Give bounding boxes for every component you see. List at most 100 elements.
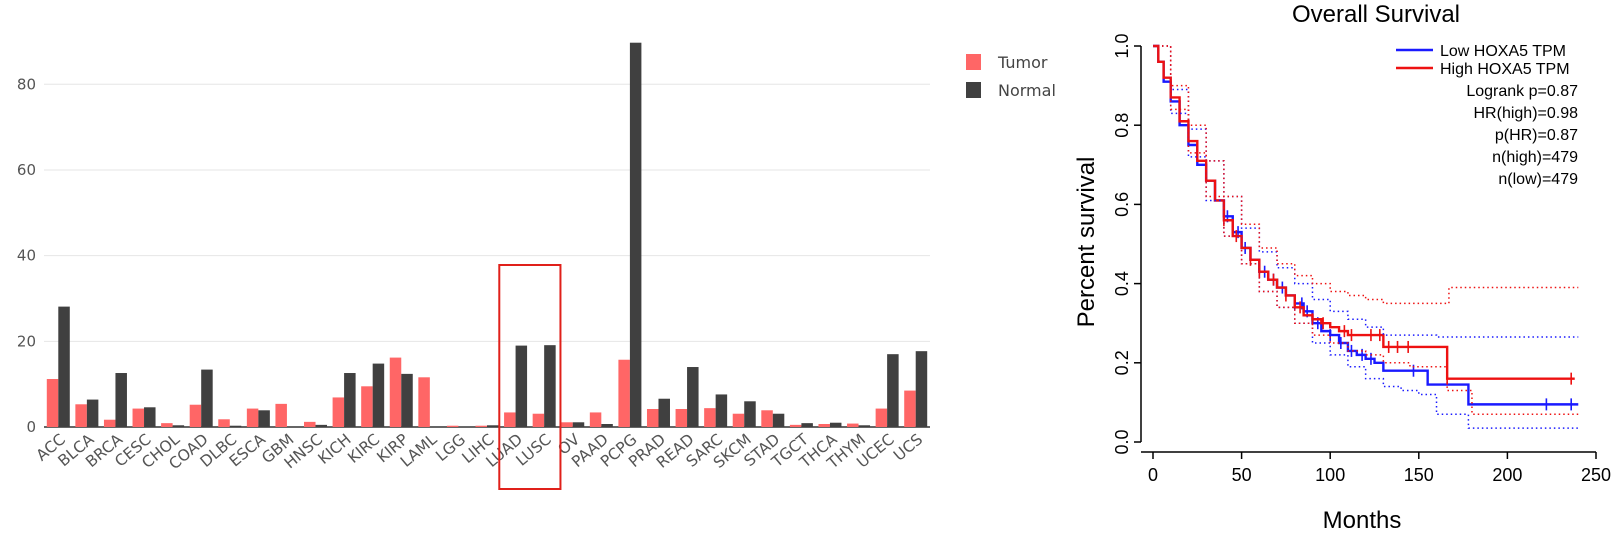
stat-n-low: n(low)=479 <box>1498 171 1578 188</box>
km-x-tick-label: 200 <box>1492 465 1522 485</box>
bar-tumor-tgct <box>789 424 802 427</box>
bar-normal-acc <box>58 306 70 427</box>
bar-tumor-cesc <box>132 408 145 427</box>
km-y-tick-label: 1.0 <box>1112 33 1132 58</box>
legend-swatch-tumor <box>966 54 981 70</box>
bar-tumor-pcpg <box>618 359 630 427</box>
km-y-axis-label: Percent survival <box>1073 157 1100 328</box>
bar-tumor-stad <box>761 410 773 427</box>
stat-hr: HR(high)=0.98 <box>1474 105 1579 122</box>
bar-tumor-lihc <box>475 425 487 427</box>
bar-tumor-thym <box>847 423 859 427</box>
bar-tumor-acc <box>46 379 59 427</box>
survival-chart: Overall Survival Months Percent survival… <box>1073 1 1611 534</box>
y-tick-label: 60 <box>17 161 36 179</box>
km-title: Overall Survival <box>1292 1 1460 28</box>
bar-tumor-prad <box>646 409 659 427</box>
km-y-tick-label: 0.0 <box>1112 429 1132 454</box>
km-x-tick-label: 50 <box>1232 465 1252 485</box>
km-x-tick-label: 150 <box>1404 465 1434 485</box>
bar-tumor-ucec <box>875 408 888 427</box>
bar-normal-prad <box>658 398 670 427</box>
bar-normal-chol <box>172 425 185 427</box>
bar-tumor-luad <box>504 412 516 427</box>
ci-band-line <box>1153 45 1579 338</box>
legend-label-normal: Normal <box>998 81 1056 100</box>
legend-label-tumor: Tumor <box>997 53 1048 72</box>
bar-tumor-hnsc <box>304 421 316 427</box>
stat-p-hr: p(HR)=0.87 <box>1495 127 1578 144</box>
bar-tumor-kirc <box>361 386 373 427</box>
bar-tumor-read <box>675 409 688 427</box>
ci-band-line <box>1153 45 1579 305</box>
bar-normal-kirp <box>401 373 413 427</box>
bar-tumor-thca <box>818 424 830 427</box>
bar-normal-coad <box>201 369 213 427</box>
bar-normal-tgct <box>801 423 813 427</box>
y-tick-label: 80 <box>17 75 36 93</box>
y-tick-label: 40 <box>17 247 36 265</box>
km-y-tick-label: 0.4 <box>1112 271 1132 296</box>
bar-tumor-ucs <box>904 390 916 427</box>
bar-normal-brca <box>115 373 127 427</box>
bar-normal-hnsc <box>315 424 328 427</box>
bar-normal-dlbc <box>229 425 242 427</box>
bar-tumor-gbm <box>275 403 287 427</box>
bar-chart-legend: Tumor Normal <box>966 53 1056 100</box>
bar-normal-paad <box>601 424 613 427</box>
bar-tumor-esca <box>246 408 259 427</box>
bar-tumor-lusc <box>532 413 545 427</box>
ci-band-line <box>1153 45 1579 429</box>
ci-band-line <box>1153 45 1579 416</box>
stat-n-high: n(high)=479 <box>1492 149 1578 166</box>
bar-tumor-kich <box>332 397 345 427</box>
legend-label-low: Low HOXA5 TPM <box>1440 43 1566 60</box>
bar-normal-stad <box>772 413 785 427</box>
stat-logrank: Logrank p=0.87 <box>1466 83 1578 100</box>
bar-normal-thym <box>858 425 871 427</box>
bar-tumor-paad <box>589 412 602 427</box>
bar-tumor-brca <box>103 419 116 427</box>
km-y-tick-label: 0.6 <box>1112 192 1132 217</box>
km-x-tick-label: 0 <box>1148 465 1158 485</box>
legend-label-high: High HOXA5 TPM <box>1440 61 1570 78</box>
bar-normal-lusc <box>544 345 556 427</box>
highlight-box <box>498 264 562 490</box>
bar-normal-luad <box>515 345 528 427</box>
bar-tumor-ov <box>561 422 573 427</box>
x-tick-label-ucs: UCS <box>890 430 926 464</box>
bar-normal-esca <box>258 410 270 427</box>
legend-swatch-normal <box>966 82 981 98</box>
km-legend: Low HOXA5 TPM High HOXA5 TPM Logrank p=0… <box>1396 43 1578 188</box>
km-y-tick-label: 0.2 <box>1112 350 1132 375</box>
bar-normal-thca <box>829 422 842 427</box>
bar-tumor-sarc <box>704 408 716 427</box>
bar-normal-sarc <box>715 394 728 427</box>
bar-normal-skcm <box>744 401 756 427</box>
km-x-axis-label: Months <box>1323 507 1402 534</box>
km-plot-area: 0 50 100 150 200 250 0.0 0.2 0.4 0.6 0.8 1.0 <box>1112 33 1611 485</box>
bar-normal-ucs <box>915 351 928 427</box>
km-x-tick-label: 250 <box>1581 465 1611 485</box>
bar-tumor-lgg <box>446 425 459 427</box>
bar-normal-kich <box>344 373 356 427</box>
bar-normal-ov <box>572 422 585 427</box>
y-tick-label: 20 <box>17 332 36 350</box>
bar-normal-blca <box>86 399 99 427</box>
bar-tumor-coad <box>189 404 202 427</box>
bar-tumor-skcm <box>732 413 745 427</box>
km-y-tick-label: 0.8 <box>1112 113 1132 138</box>
expression-bar-chart: 020406080ACCBLCABRCACESCCHOLCOADDLBCESCA… <box>17 42 930 490</box>
bar-normal-pcpg <box>629 42 642 428</box>
bar-tumor-kirp <box>389 357 402 427</box>
bar-tumor-laml <box>418 377 430 427</box>
bar-normal-ucec <box>887 354 899 427</box>
y-tick-label: 0 <box>26 418 36 436</box>
bar-normal-kirc <box>372 363 385 427</box>
bar-tumor-blca <box>75 404 87 427</box>
km-x-tick-label: 100 <box>1315 465 1345 485</box>
bar-tumor-chol <box>161 423 173 427</box>
bar-normal-read <box>687 367 699 427</box>
bar-tumor-dlbc <box>218 419 230 427</box>
bar-normal-cesc <box>144 407 156 427</box>
